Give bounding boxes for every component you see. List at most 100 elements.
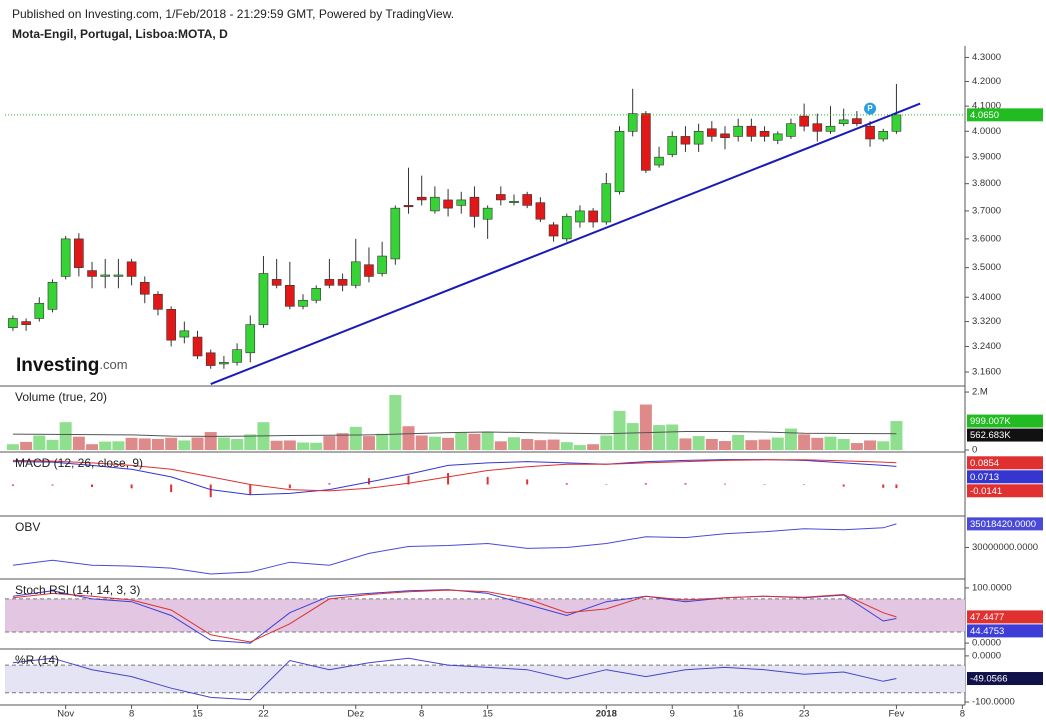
y-tick-label: 4.0000 — [972, 126, 1001, 137]
volume-bar — [244, 434, 257, 450]
candle-body — [60, 238, 71, 277]
volume-bar — [151, 438, 164, 450]
histogram-bar — [565, 483, 568, 485]
candle-body — [838, 119, 849, 124]
candle-body — [667, 136, 678, 155]
value-box — [967, 672, 1043, 686]
value-box-label: -49.0566 — [970, 674, 1008, 685]
volume-bar — [415, 435, 428, 450]
histogram-bar — [526, 479, 529, 485]
candle-body — [430, 196, 440, 212]
value-box — [967, 517, 1043, 531]
volume-bar — [639, 404, 652, 450]
candle-body — [772, 133, 783, 141]
volume-bar — [455, 432, 468, 450]
candle-body — [205, 352, 216, 366]
y-tick-label: 3.4000 — [972, 292, 1001, 303]
pane-title: %R (14) — [15, 653, 59, 667]
histogram-bar — [170, 484, 173, 493]
x-tick-label: 16 — [733, 709, 744, 720]
candle-body — [865, 125, 875, 140]
volume-bar — [178, 440, 191, 450]
histogram-bar — [447, 473, 450, 485]
volume-bar — [837, 438, 850, 450]
volume-bar — [534, 440, 547, 450]
value-box — [967, 108, 1043, 122]
volume-bar — [231, 438, 244, 450]
volume-bar — [850, 443, 863, 450]
volume-bar — [547, 439, 560, 450]
candle-body — [47, 282, 58, 310]
volume-bar — [600, 435, 613, 450]
y-tick-label: 3.6000 — [972, 233, 1001, 244]
value-box — [967, 456, 1043, 470]
volume-bar — [72, 436, 85, 450]
value-box-label: 4.0650 — [970, 110, 999, 121]
candle-body — [588, 210, 598, 223]
y-tick-label: 0.0000 — [972, 650, 1001, 661]
x-tick-label: 15 — [482, 709, 493, 720]
histogram-bar — [367, 478, 370, 485]
volume-bar — [692, 436, 705, 450]
logo-main: Investing — [16, 355, 99, 376]
volume-bar — [613, 410, 626, 450]
value-box — [967, 624, 1043, 638]
volume-bar — [494, 441, 507, 450]
candle-body — [192, 336, 203, 357]
volume-bar — [890, 421, 903, 450]
y-tick-label: 2.M — [972, 387, 988, 398]
volume-bar — [402, 426, 415, 450]
marker-label: P — [867, 104, 873, 113]
volume-bar — [560, 442, 573, 450]
value-box-label: 0.0854 — [970, 458, 999, 469]
candle-body — [258, 273, 269, 325]
indicator-line — [12, 459, 897, 492]
y-tick-label: 3.9000 — [972, 152, 1001, 163]
candle-body — [707, 128, 717, 137]
y-tick-label: -100.0000 — [972, 697, 1015, 708]
candle-body — [548, 224, 559, 237]
candle-body — [324, 279, 335, 286]
candle-body — [509, 200, 519, 203]
moving-average-line — [12, 431, 897, 437]
volume-bar — [745, 440, 758, 450]
volume-bar — [679, 438, 692, 450]
value-box-label: 47.4477 — [970, 612, 1004, 623]
volume-bar — [336, 433, 349, 450]
value-box-label: 562.683K — [970, 430, 1011, 441]
candle-body — [759, 131, 770, 137]
value-box-label: 999.007K — [970, 416, 1011, 427]
x-tick-label: 8 — [129, 709, 134, 720]
candle-body — [733, 125, 743, 137]
y-tick-label: 3.8000 — [972, 178, 1001, 189]
volume-bar — [798, 434, 811, 450]
candle-body — [561, 216, 572, 240]
histogram-bar — [803, 484, 806, 486]
volume-bar — [59, 422, 72, 450]
candle-body — [21, 321, 31, 325]
y-tick-label: 0 — [972, 445, 977, 456]
candle-body — [720, 133, 730, 139]
histogram-bar — [605, 484, 608, 485]
x-tick-label: Nov — [57, 709, 74, 720]
pane-title: Volume (true, 20) — [15, 390, 107, 404]
candle-body — [364, 264, 374, 277]
candle-body — [601, 183, 612, 223]
volume-bar — [626, 423, 639, 450]
candle-body — [403, 205, 414, 208]
y-tick-label: 30000000.0000 — [972, 542, 1038, 553]
histogram-bar — [763, 484, 766, 485]
volume-bar — [771, 437, 784, 450]
x-tick-label: 8 — [419, 709, 424, 720]
logo: Investing.com — [16, 355, 128, 376]
y-tick-label: 4.3000 — [972, 52, 1001, 63]
histogram-bar — [882, 484, 885, 488]
chart-title: Mota-Engil, Portugal, Lisboa:MOTA, D — [12, 27, 228, 41]
volume-bar — [428, 436, 441, 450]
histogram-bar — [486, 476, 489, 485]
volume-bar — [864, 440, 877, 450]
volume-bar — [719, 441, 731, 450]
volume-bar — [653, 425, 666, 450]
x-tick-label: 8 — [960, 709, 965, 720]
